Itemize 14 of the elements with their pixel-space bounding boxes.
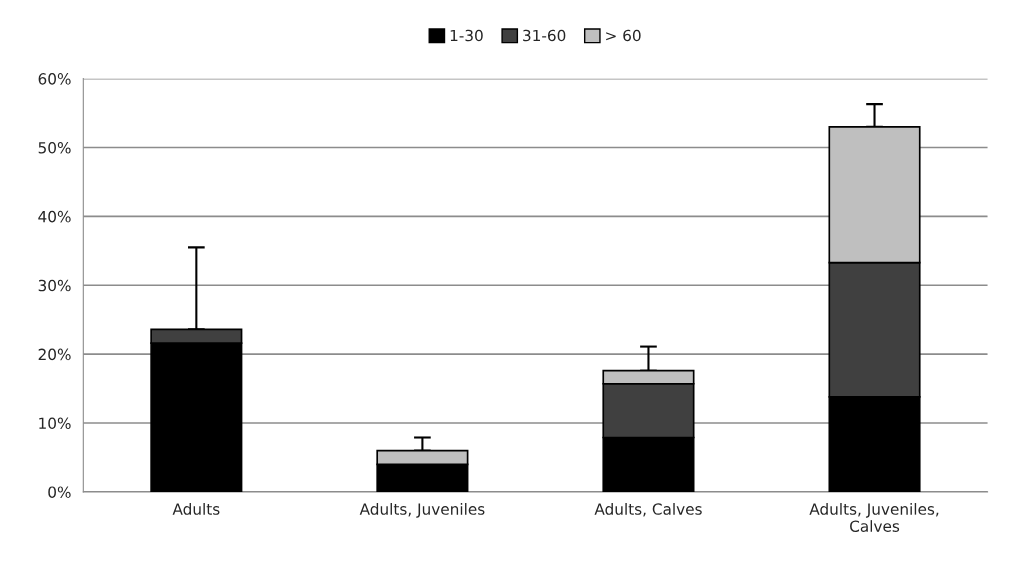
- y-tick-label: 60%: [38, 73, 71, 85]
- legend-label: > 60: [606, 29, 641, 42]
- y-tick-label: 40%: [38, 210, 71, 223]
- x-tick-label: Adults, Juveniles, Calves: [809, 503, 939, 532]
- y-tick-label: 20%: [38, 348, 71, 361]
- legend-label: 1-30: [450, 29, 483, 42]
- y-tick-label: 0%: [48, 486, 71, 498]
- y-tick-label: 30%: [38, 279, 71, 292]
- y-tick-label: 50%: [38, 141, 71, 154]
- legend-label: 31-60: [523, 29, 566, 42]
- x-tick-label: Adults: [172, 503, 220, 515]
- x-tick-label: Adults, Juveniles: [359, 503, 485, 518]
- y-tick-label: 10%: [39, 417, 71, 430]
- x-tick-label: Adults, Calves: [594, 503, 702, 517]
